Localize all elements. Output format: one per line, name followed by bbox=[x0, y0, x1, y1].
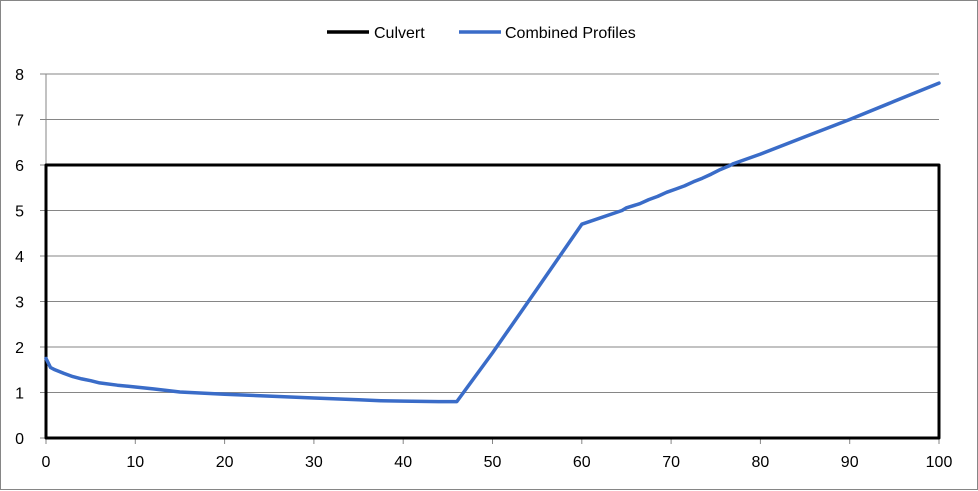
y-tick-label: 2 bbox=[15, 340, 24, 357]
y-tick-label: 7 bbox=[15, 113, 24, 130]
x-tick-label: 90 bbox=[841, 454, 859, 471]
y-tick-label: 5 bbox=[15, 204, 24, 221]
x-tick-label: 30 bbox=[305, 454, 323, 471]
x-tick-label: 50 bbox=[484, 454, 502, 471]
legend-label-combined-profiles: Combined Profiles bbox=[505, 25, 636, 42]
series-line-combined-profiles bbox=[44, 81, 941, 404]
y-tick-label: 6 bbox=[15, 158, 24, 175]
x-tick-labels: 0 10 20 30 40 50 60 70 80 90 100 bbox=[42, 438, 953, 471]
y-tick-label: 8 bbox=[15, 67, 24, 84]
x-tick-label: 80 bbox=[752, 454, 770, 471]
x-tick-label: 40 bbox=[394, 454, 412, 471]
x-tick-label: 60 bbox=[573, 454, 591, 471]
x-tick-label: 20 bbox=[216, 454, 234, 471]
y-tick-label: 3 bbox=[15, 295, 24, 312]
y-tick-label: 0 bbox=[15, 431, 24, 448]
y-tick-labels: 0 1 2 3 4 5 6 7 8 bbox=[15, 67, 46, 448]
y-tick-label: 1 bbox=[15, 386, 24, 403]
gridlines bbox=[46, 73, 939, 393]
series-line-culvert bbox=[44, 163, 941, 440]
x-tick-label: 100 bbox=[926, 454, 953, 471]
x-tick-label: 70 bbox=[662, 454, 680, 471]
y-tick-label: 4 bbox=[15, 249, 24, 266]
legend: Culvert Combined Profiles bbox=[327, 25, 636, 42]
x-tick-label: 10 bbox=[126, 454, 144, 471]
series-layer bbox=[44, 81, 941, 440]
legend-label-culvert: Culvert bbox=[374, 25, 425, 42]
x-tick-label: 0 bbox=[42, 454, 51, 471]
